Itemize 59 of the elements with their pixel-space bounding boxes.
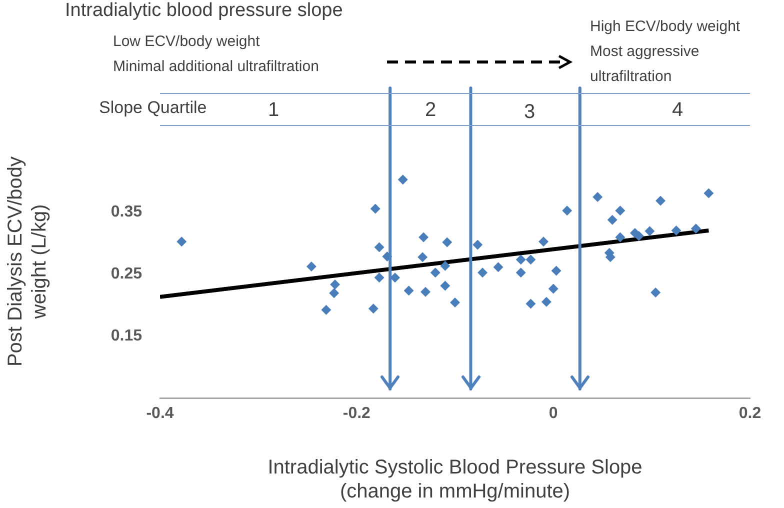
point xyxy=(516,268,526,278)
text: Slope Quartile xyxy=(99,98,207,118)
x-tick-label: -0.4 xyxy=(146,405,174,422)
point xyxy=(440,280,450,291)
point xyxy=(548,284,558,294)
point xyxy=(650,288,661,298)
point xyxy=(398,174,408,185)
point xyxy=(704,188,714,198)
point xyxy=(615,232,626,242)
point xyxy=(656,196,666,206)
point xyxy=(526,298,536,309)
text: 2 xyxy=(425,99,436,121)
point xyxy=(374,272,384,283)
text: Low ECV/body weight Minimal additional ultrafiltration xyxy=(113,32,319,77)
point xyxy=(404,286,414,296)
y-tick-label: 0.35 xyxy=(110,203,142,220)
point xyxy=(420,286,430,297)
point xyxy=(607,214,618,225)
y-axis-title: Post Dialysis ECV/body weight (L/kg) xyxy=(4,156,51,367)
point xyxy=(592,192,603,202)
point xyxy=(538,236,548,247)
point xyxy=(450,297,460,308)
point xyxy=(329,288,340,298)
text: 4 xyxy=(672,99,684,121)
point xyxy=(690,224,701,234)
y-tick-label: 0.25 xyxy=(110,265,142,282)
point xyxy=(330,279,340,290)
point xyxy=(370,204,380,214)
point xyxy=(430,268,440,278)
point xyxy=(472,240,483,250)
point xyxy=(306,261,316,272)
point xyxy=(390,272,400,283)
point xyxy=(516,254,526,265)
x-tick-label: 0 xyxy=(548,405,558,422)
point xyxy=(442,237,452,248)
point xyxy=(526,254,536,265)
point xyxy=(440,260,450,271)
point xyxy=(644,226,655,236)
point xyxy=(176,236,187,247)
point xyxy=(551,266,562,276)
point xyxy=(562,206,572,216)
point xyxy=(321,304,332,315)
text: 3 xyxy=(524,101,536,123)
point xyxy=(374,242,384,252)
point xyxy=(493,262,504,272)
point xyxy=(671,225,682,236)
x-tick-label: -0.2 xyxy=(342,405,371,422)
point xyxy=(368,304,378,314)
point xyxy=(418,252,428,262)
text: 1 xyxy=(268,99,280,121)
point xyxy=(615,206,626,216)
point xyxy=(418,232,429,242)
point xyxy=(478,268,488,278)
x-tick-label: 0.2 xyxy=(738,405,762,422)
text: High ECV/body weight Most aggressive ultrafiltration xyxy=(590,17,740,87)
y-tick-label: 0.15 xyxy=(110,327,142,344)
x-axis-title: Intradialytic Systolic Blood Pressure Slope (change in mmHg/minute) xyxy=(268,456,642,503)
point xyxy=(541,296,552,307)
chart-title: Intradialytic blood pressure slope xyxy=(65,0,343,22)
